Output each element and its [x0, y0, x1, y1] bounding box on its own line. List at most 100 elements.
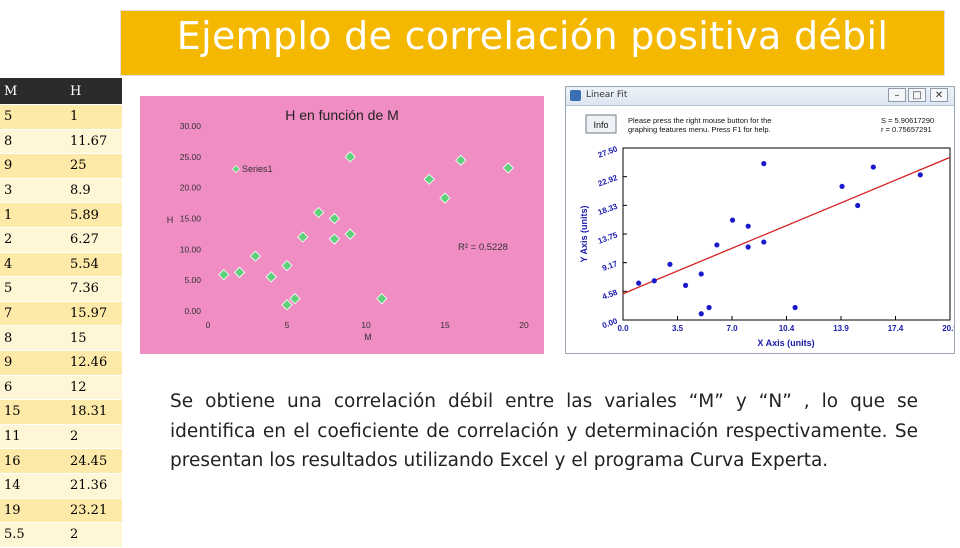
table-row: 5.5 2	[0, 522, 122, 548]
table-row: 3 8.9	[0, 178, 122, 204]
excel-data-point	[297, 231, 309, 243]
table-row: 2 6.27	[0, 227, 122, 253]
cf-y-tick-label: 13.75	[597, 230, 619, 245]
excel-y-axis-label: H	[167, 215, 174, 225]
table-row: 16 24.45	[0, 448, 122, 474]
cell-h: 5.54	[66, 252, 122, 278]
info-button[interactable]: Info	[585, 114, 617, 134]
cf-data-point	[651, 278, 657, 284]
cell-m: 15	[0, 399, 66, 425]
cell-m: 19	[0, 498, 66, 524]
cf-x-tick-label: 7.0	[726, 324, 738, 333]
data-table: M H 5 1 8 11.67 9 25 3 8.9 1 5.89 2 6.27 4 5.54 5 7.36 7…	[0, 78, 122, 548]
excel-data-point	[344, 151, 356, 163]
cf-y-tick-label: 9.17	[601, 259, 619, 273]
table-header-row: M H	[0, 78, 122, 105]
excel-data-point	[312, 206, 325, 219]
cf-x-axis-label: X Axis (units)	[757, 338, 814, 348]
fit-line	[622, 156, 951, 295]
cell-h: 12	[66, 375, 122, 401]
excel-x-tick-label: 10	[361, 320, 371, 330]
cf-x-tick-label: 3.5	[672, 324, 684, 333]
cf-data-point	[792, 304, 798, 311]
excel-y-tick-label: 20.00	[180, 183, 202, 193]
excel-x-tick-label: 20	[519, 320, 529, 330]
curve-expert-plot: Info Please press the right mouse button…	[579, 114, 954, 348]
cf-data-point	[745, 244, 751, 250]
slide-title: Ejemplo de correlación positiva débil	[176, 14, 889, 58]
table-row: 8 11.67	[0, 129, 122, 155]
cf-data-point	[636, 280, 642, 286]
cf-y-tick-label: 27.50	[597, 144, 619, 159]
hint-line-2: graphing features menu. Press F1 for hel…	[628, 125, 771, 134]
cf-x-tick-label: 0.0	[617, 324, 629, 333]
cell-m: 16	[0, 448, 66, 474]
description-text: Se obtiene una correlación débil entre l…	[170, 391, 918, 471]
cf-data-point	[761, 239, 767, 245]
cf-data-point	[839, 183, 845, 190]
cf-y-tick-label: 18.33	[597, 202, 619, 217]
cell-h: 2	[66, 522, 122, 548]
cell-m: 5	[0, 104, 66, 130]
excel-data-point	[502, 162, 514, 174]
table-row: 9 25	[0, 153, 122, 179]
excel-y-tick-label: 0.00	[184, 306, 201, 316]
excel-data-point	[265, 271, 277, 283]
excel-data-point	[455, 154, 467, 166]
cf-data-point	[855, 202, 861, 209]
excel-y-tick-label: 15.00	[180, 214, 202, 224]
cell-m: 9	[0, 350, 66, 376]
table-row: 7 15.97	[0, 301, 122, 327]
cell-m: 6	[0, 375, 66, 401]
table-row: 5 7.36	[0, 276, 122, 302]
cf-data-point	[745, 223, 751, 229]
curve-expert-window: Linear Fit – □ ✕ Info Please press the r…	[565, 86, 955, 354]
cell-m: 3	[0, 178, 66, 204]
excel-data-point	[423, 173, 435, 185]
excel-data-point	[233, 266, 246, 278]
cell-h: 15.97	[66, 301, 122, 327]
cf-x-tick-label: 20.9	[942, 324, 954, 333]
minimize-icon[interactable]: –	[888, 88, 906, 102]
cell-h: 2	[66, 424, 122, 450]
cf-y-axis-label: Y Axis (units)	[579, 205, 589, 262]
excel-y-tick-label: 10.00	[180, 244, 202, 254]
cell-m: 8	[0, 325, 66, 351]
window-titlebar[interactable]: Linear Fit – □ ✕	[566, 87, 954, 106]
cf-data-point	[714, 242, 720, 248]
cell-m: 14	[0, 473, 66, 499]
excel-data-point	[289, 293, 301, 305]
cell-m: 9	[0, 153, 66, 179]
cf-data-point	[761, 161, 767, 167]
cell-m: 5.5	[0, 522, 66, 548]
maximize-icon[interactable]: □	[908, 88, 926, 102]
cell-h: 5.89	[66, 202, 122, 228]
hint-line-1: Please press the right mouse button for …	[628, 116, 771, 125]
stat-r: r = 0.75657291	[881, 125, 932, 134]
cell-h: 7.36	[66, 276, 122, 302]
table-row: 14 21.36	[0, 473, 122, 499]
excel-data-point	[328, 212, 341, 225]
cell-h: 21.36	[66, 473, 122, 499]
cell-h: 8.9	[66, 178, 122, 204]
cell-m: 11	[0, 424, 66, 450]
column-header-m: M	[0, 78, 66, 105]
excel-chart-title: H en función de M	[285, 107, 399, 123]
cell-h: 1	[66, 104, 122, 130]
excel-y-tick-label: 25.00	[180, 152, 202, 162]
stat-s: S = 5.90617290	[881, 116, 934, 125]
cf-data-point	[917, 172, 923, 178]
cf-data-point	[698, 311, 704, 317]
cell-h: 25	[66, 153, 122, 179]
cell-h: 24.45	[66, 448, 122, 474]
cell-m: 4	[0, 252, 66, 278]
excel-x-tick-label: 5	[285, 320, 290, 330]
cf-data-point	[698, 271, 704, 277]
table-row: 1 5.89	[0, 202, 122, 228]
window-title: Linear Fit	[586, 90, 628, 100]
excel-legend-marker	[232, 165, 240, 173]
cf-x-tick-label: 13.9	[833, 324, 849, 333]
excel-chart: H en función de M 0.00 5.00 10.00 15.00 20.0…	[140, 96, 544, 354]
close-icon[interactable]: ✕	[930, 88, 948, 102]
cf-data-point	[667, 261, 673, 267]
